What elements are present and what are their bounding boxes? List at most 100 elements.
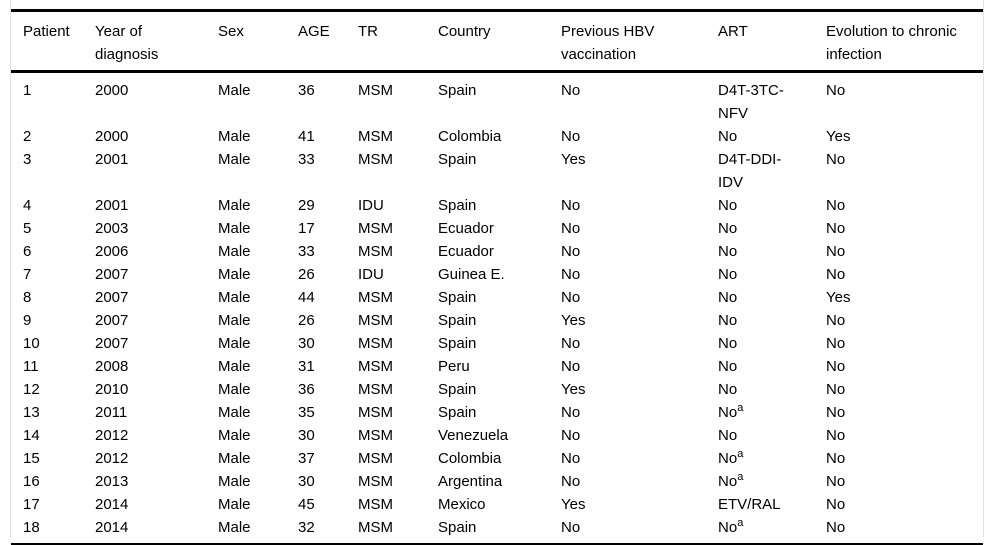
cell-country: Spain	[438, 381, 477, 398]
table-row: 13 2011 Male 35 MSM Spain No Noa No	[11, 401, 983, 424]
table-row: 14 2012 Male 30 MSM Venezuela No No No	[11, 424, 983, 447]
cell-patient: 13	[23, 404, 40, 421]
cell-art: ETV/RAL	[718, 496, 781, 513]
cell-evolution: No	[826, 496, 846, 513]
cell-hbv-vaccination: No	[561, 266, 581, 283]
cell-art: Noa	[718, 448, 744, 468]
cell-country: Ecuador	[438, 243, 494, 260]
table-row: 3 2001 Male 33 MSM Spain Yes D4T-DDI-IDV…	[11, 148, 983, 194]
cell-year: 2014	[95, 496, 129, 513]
col-header-sex: Sex	[218, 10, 298, 73]
cell-country: Spain	[438, 519, 477, 536]
cell-age: 41	[298, 128, 315, 145]
cell-patient: 12	[23, 381, 40, 398]
cell-evolution: No	[826, 151, 846, 168]
footnote-marker: a	[737, 402, 744, 414]
cell-evolution: No	[826, 358, 846, 375]
cell-sex: Male	[218, 128, 251, 145]
cell-sex: Male	[218, 82, 251, 99]
cell-country: Spain	[438, 335, 477, 352]
cell-patient: 14	[23, 427, 40, 444]
cell-tr: MSM	[358, 82, 393, 99]
cell-year: 2014	[95, 519, 129, 536]
cell-sex: Male	[218, 151, 251, 168]
table-row: 11 2008 Male 31 MSM Peru No No No	[11, 355, 983, 378]
table-row: 18 2014 Male 32 MSM Spain No Noa No	[11, 516, 983, 544]
cell-country: Colombia	[438, 450, 502, 467]
cell-age: 36	[298, 82, 315, 99]
cell-evolution: No	[826, 404, 846, 421]
cell-evolution: Yes	[826, 128, 851, 145]
col-header-evolution-to-chronic-infection: Evolution to chronic infection	[826, 10, 983, 73]
cell-year: 2007	[95, 335, 129, 352]
cell-art: No	[718, 128, 738, 145]
cell-sex: Male	[218, 335, 251, 352]
cell-age: 33	[298, 243, 315, 260]
cell-sex: Male	[218, 496, 251, 513]
cell-country: Spain	[438, 404, 477, 421]
col-header-tr: TR	[358, 10, 438, 73]
cell-year: 2000	[95, 128, 129, 145]
cell-art: D4T-DDI-IDV	[718, 151, 782, 191]
cell-age: 33	[298, 151, 315, 168]
table-row: 12 2010 Male 36 MSM Spain Yes No No	[11, 378, 983, 401]
cell-age: 36	[298, 381, 315, 398]
cell-patient: 2	[23, 128, 32, 145]
cell-age: 35	[298, 404, 315, 421]
cell-tr: MSM	[358, 243, 393, 260]
table-row: 2 2000 Male 41 MSM Colombia No No Yes	[11, 125, 983, 148]
cell-evolution: No	[826, 243, 846, 260]
cell-sex: Male	[218, 450, 251, 467]
cell-age: 26	[298, 266, 315, 283]
cell-age: 26	[298, 312, 315, 329]
cell-evolution: No	[826, 197, 846, 214]
cell-hbv-vaccination: No	[561, 82, 581, 99]
cell-patient: 3	[23, 151, 32, 168]
cell-age: 44	[298, 289, 315, 306]
cell-country: Ecuador	[438, 220, 494, 237]
cell-age: 32	[298, 519, 315, 536]
cell-hbv-vaccination: Yes	[561, 151, 586, 168]
cell-evolution: No	[826, 519, 846, 536]
cell-hbv-vaccination: No	[561, 519, 581, 536]
cell-patient: 18	[23, 519, 40, 536]
cell-evolution: No	[826, 427, 846, 444]
cell-year: 2006	[95, 243, 129, 260]
footnote-marker: a	[737, 517, 744, 529]
cell-evolution: No	[826, 220, 846, 237]
footnote-marker: a	[737, 471, 744, 483]
cell-patient: 16	[23, 473, 40, 490]
cell-tr: MSM	[358, 473, 393, 490]
table-row: 16 2013 Male 30 MSM Argentina No Noa No	[11, 470, 983, 493]
cell-tr: MSM	[358, 312, 393, 329]
cell-year: 2001	[95, 151, 129, 168]
table-row: 6 2006 Male 33 MSM Ecuador No No No	[11, 240, 983, 263]
cell-tr: MSM	[358, 220, 393, 237]
cell-country: Spain	[438, 82, 477, 99]
cell-age: 30	[298, 473, 315, 490]
cell-tr: MSM	[358, 519, 393, 536]
cell-tr: MSM	[358, 404, 393, 421]
cell-country: Peru	[438, 358, 470, 375]
cell-evolution: No	[826, 312, 846, 329]
cell-country: Venezuela	[438, 427, 509, 444]
table-row: 10 2007 Male 30 MSM Spain No No No	[11, 332, 983, 355]
cell-hbv-vaccination: Yes	[561, 381, 586, 398]
cell-patient: 9	[23, 312, 32, 329]
cell-age: 30	[298, 427, 315, 444]
cell-country: Guinea E.	[438, 266, 505, 283]
cell-hbv-vaccination: No	[561, 427, 581, 444]
cell-tr: MSM	[358, 151, 393, 168]
cell-art: No	[718, 358, 738, 375]
cell-patient: 4	[23, 197, 32, 214]
cell-art: No	[718, 381, 738, 398]
cell-patient: 11	[23, 358, 39, 375]
cell-sex: Male	[218, 220, 251, 237]
cell-tr: MSM	[358, 427, 393, 444]
cell-year: 2012	[95, 450, 129, 467]
cell-age: 17	[298, 220, 315, 237]
table-row: 1 2000 Male 36 MSM Spain No D4T-3TC-NFV …	[11, 72, 983, 126]
table-row: 7 2007 Male 26 IDU Guinea E. No No No	[11, 263, 983, 286]
cell-evolution: No	[826, 473, 846, 490]
patient-characteristics-table: Patient Year of diagnosis Sex AGE TR Cou…	[11, 9, 983, 545]
